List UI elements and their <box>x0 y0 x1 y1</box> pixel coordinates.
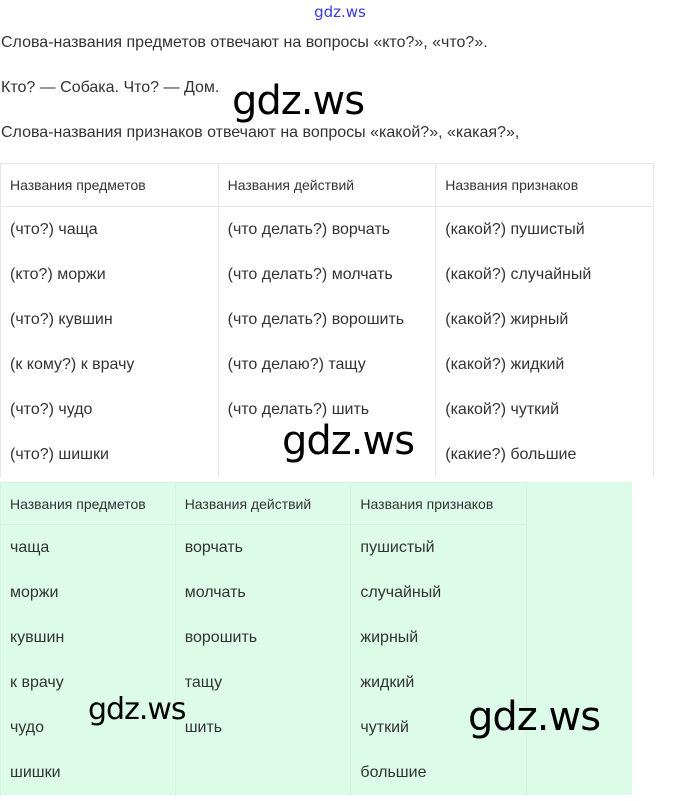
table-cell: (что делать?) ворошить <box>217 297 437 342</box>
table-cell: жидкий <box>350 660 528 705</box>
empty-cell <box>527 525 632 571</box>
watermark: gdz.ws <box>282 418 415 464</box>
empty-cell <box>527 483 632 525</box>
table-cell: жирный <box>350 615 528 660</box>
table-cell: Названия предметов <box>0 163 219 207</box>
table-cell: (какой?) жидкий <box>435 342 654 387</box>
table-cell: кувшин <box>0 615 176 660</box>
table-row: к врачу тащу жидкий <box>0 660 632 705</box>
table-cell: ворчать <box>174 524 352 570</box>
table-cell: шишки <box>0 750 176 795</box>
paragraph-1: Слова-названия предметов отвечают на воп… <box>1 34 488 51</box>
table-cell: чуткий <box>350 705 528 750</box>
table-row: (что?) чаща (что делать?) ворчать (какой?)… <box>0 206 654 252</box>
empty-cell <box>527 570 632 615</box>
table-cell <box>174 750 352 795</box>
table-cell <box>217 432 437 477</box>
site-watermark: gdz.ws <box>314 3 366 21</box>
table-row: (кто?) моржи (что делать?) молчать (какой?… <box>0 252 654 297</box>
table-cell: (какой?) пушистый <box>435 206 654 252</box>
table-cell: (к кому?) к врачу <box>0 342 219 387</box>
table-cell: (какой?) случайный <box>435 252 654 297</box>
table-row: (что?) чудо (что делать?) шить (какой?) чу… <box>0 387 654 432</box>
table-row: шишки большие <box>0 750 632 795</box>
table-cell: случайный <box>350 570 528 615</box>
table-row: чудо шить чуткий <box>0 705 632 750</box>
empty-cell <box>527 615 632 660</box>
table-row: моржи молчать случайный <box>0 570 632 615</box>
table-cell: шить <box>174 705 352 750</box>
table-cell: (что делать?) молчать <box>217 252 437 297</box>
watermark: gdz.ws <box>88 692 187 727</box>
table-cell: Названия признаков <box>435 163 654 207</box>
table-row: (к кому?) к врачу (что делаю?) тащу (какой… <box>0 342 654 387</box>
empty-cell <box>527 750 632 795</box>
table-cell: (какой?) жирный <box>435 297 654 342</box>
table-row: кувшин ворошить жирный <box>0 615 632 660</box>
table-cell: (какие?) большие <box>435 432 654 477</box>
table-cell: тащу <box>174 660 352 705</box>
watermark: gdz.ws <box>468 694 601 740</box>
table-cell: к врачу <box>0 660 176 705</box>
table-header-row: Названия предметов Названия действий Назва… <box>0 482 632 525</box>
table-row: (что?) шишки (какие?) большие <box>0 432 654 477</box>
table-cell: (что?) кувшин <box>0 297 219 342</box>
table-cell: (что?) шишки <box>0 432 219 477</box>
table-header-row: Названия предметов Названия действий Назва… <box>0 163 654 207</box>
paragraph-3: Слова-названия признаков отвечают на воп… <box>1 124 520 141</box>
table-cell: (что делать?) ворчать <box>217 206 437 252</box>
table-cell: (что?) чудо <box>0 387 219 432</box>
table-cell: Названия действий <box>217 163 437 207</box>
table-cell: чаща <box>0 524 176 570</box>
table-cell: Названия действий <box>174 482 352 525</box>
watermark: gdz.ws <box>232 78 365 124</box>
table-cell: пушистый <box>350 524 528 570</box>
table-cell: (что делаю?) тащу <box>217 342 437 387</box>
table-cell: (что делать?) шить <box>217 387 437 432</box>
table-row: чаща ворчать пушистый <box>0 524 632 571</box>
table-row: (что?) кувшин (что делать?) ворошить (како… <box>0 297 654 342</box>
table-cell: большие <box>350 750 528 795</box>
table-cell: (кто?) моржи <box>0 252 219 297</box>
table-cell: (что?) чаща <box>0 206 219 252</box>
table-cell: ворошить <box>174 615 352 660</box>
paragraph-2: Кто? — Собака. Что? — Дом. <box>1 79 220 96</box>
answer-table-words: Названия предметов Названия действий Назва… <box>0 482 632 795</box>
table-cell: Названия признаков <box>350 482 528 525</box>
table-cell: чудо <box>0 705 176 750</box>
table-cell: моржи <box>0 570 176 615</box>
table-cell: молчать <box>174 570 352 615</box>
table-cell: (какой?) чуткий <box>435 387 654 432</box>
table-cell: Названия предметов <box>0 482 176 525</box>
answer-table-with-questions: Названия предметов Названия действий Назва… <box>0 163 654 477</box>
